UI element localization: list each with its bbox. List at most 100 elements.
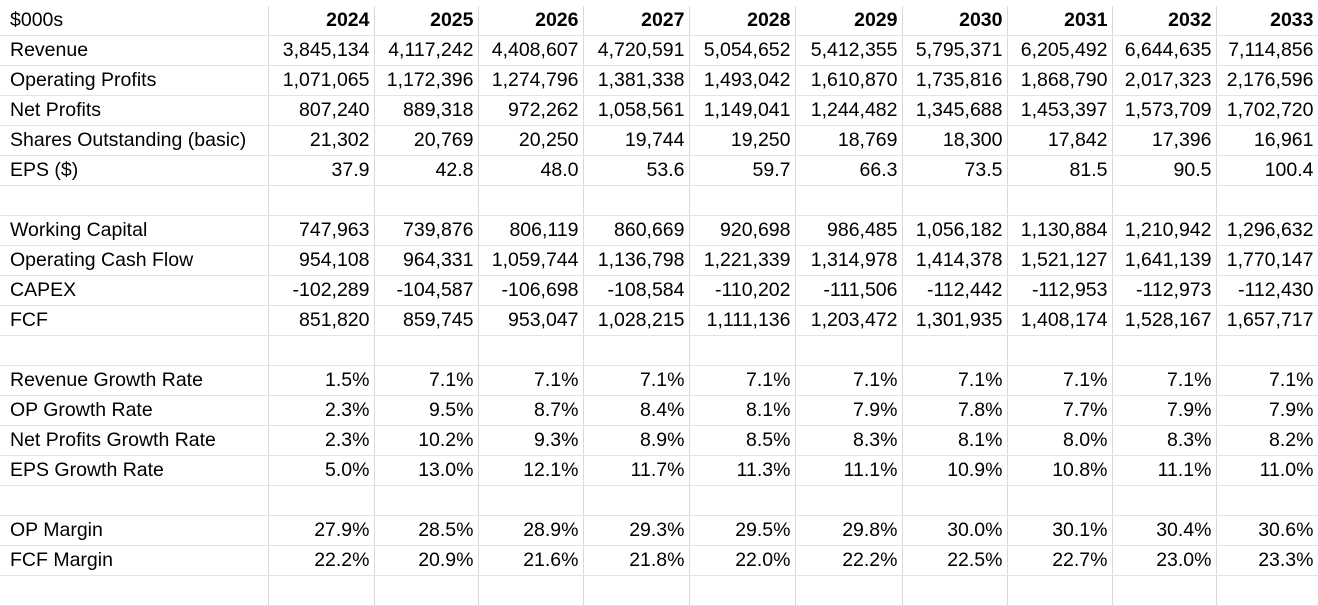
value-cell[interactable]: 48.0: [478, 155, 584, 186]
value-cell[interactable]: 7.1%: [902, 365, 1008, 396]
empty-cell[interactable]: [583, 575, 690, 606]
value-cell[interactable]: 1,702,720: [1216, 95, 1318, 126]
year-header-cell[interactable]: 2026: [478, 6, 584, 36]
empty-cell[interactable]: [478, 575, 584, 606]
value-cell[interactable]: 4,720,591: [583, 35, 690, 66]
empty-cell[interactable]: [0, 575, 269, 606]
value-cell[interactable]: 20,769: [374, 125, 479, 156]
value-cell[interactable]: 6,644,635: [1112, 35, 1217, 66]
row-label-cell[interactable]: Revenue: [0, 35, 269, 66]
row-label-cell[interactable]: EPS Growth Rate: [0, 455, 269, 486]
value-cell[interactable]: 1,301,935: [902, 305, 1008, 336]
value-cell[interactable]: [795, 335, 903, 366]
value-cell[interactable]: 1,071,065: [268, 65, 375, 96]
value-cell[interactable]: 11.0%: [1216, 455, 1318, 486]
value-cell[interactable]: 19,250: [689, 125, 796, 156]
value-cell[interactable]: 28.9%: [478, 515, 584, 546]
value-cell[interactable]: 2,176,596: [1216, 65, 1318, 96]
value-cell[interactable]: [902, 485, 1008, 516]
value-cell[interactable]: [1007, 185, 1113, 216]
empty-cell[interactable]: [795, 575, 903, 606]
row-label-cell[interactable]: EPS ($): [0, 155, 269, 186]
year-header-cell[interactable]: 2032: [1112, 6, 1217, 36]
value-cell[interactable]: 1,149,041: [689, 95, 796, 126]
value-cell[interactable]: 1,770,147: [1216, 245, 1318, 276]
value-cell[interactable]: 8.5%: [689, 425, 796, 456]
value-cell[interactable]: 859,745: [374, 305, 479, 336]
value-cell[interactable]: 1,028,215: [583, 305, 690, 336]
value-cell[interactable]: [478, 485, 584, 516]
value-cell[interactable]: 8.2%: [1216, 425, 1318, 456]
value-cell[interactable]: 1,244,482: [795, 95, 903, 126]
value-cell[interactable]: 30.4%: [1112, 515, 1217, 546]
value-cell[interactable]: 9.5%: [374, 395, 479, 426]
value-cell[interactable]: 17,842: [1007, 125, 1113, 156]
value-cell[interactable]: 100.4: [1216, 155, 1318, 186]
value-cell[interactable]: 81.5: [1007, 155, 1113, 186]
row-label-cell[interactable]: FCF: [0, 305, 269, 336]
value-cell[interactable]: 2,017,323: [1112, 65, 1217, 96]
value-cell[interactable]: 19,744: [583, 125, 690, 156]
value-cell[interactable]: 6,205,492: [1007, 35, 1113, 66]
value-cell[interactable]: 8.4%: [583, 395, 690, 426]
value-cell[interactable]: 806,119: [478, 215, 584, 246]
value-cell[interactable]: 1,210,942: [1112, 215, 1217, 246]
value-cell[interactable]: 37.9: [268, 155, 375, 186]
value-cell[interactable]: 1,414,378: [902, 245, 1008, 276]
value-cell[interactable]: 4,408,607: [478, 35, 584, 66]
value-cell[interactable]: 860,669: [583, 215, 690, 246]
value-cell[interactable]: 21.8%: [583, 545, 690, 576]
value-cell[interactable]: 954,108: [268, 245, 375, 276]
value-cell[interactable]: 30.0%: [902, 515, 1008, 546]
value-cell[interactable]: [1112, 335, 1217, 366]
value-cell[interactable]: 11.1%: [795, 455, 903, 486]
value-cell[interactable]: 1,573,709: [1112, 95, 1217, 126]
value-cell[interactable]: 2.3%: [268, 395, 375, 426]
empty-cell[interactable]: [1007, 575, 1113, 606]
value-cell[interactable]: [583, 335, 690, 366]
value-cell[interactable]: [268, 485, 375, 516]
value-cell[interactable]: 1,493,042: [689, 65, 796, 96]
value-cell[interactable]: [374, 335, 479, 366]
value-cell[interactable]: 16,961: [1216, 125, 1318, 156]
value-cell[interactable]: 10.8%: [1007, 455, 1113, 486]
value-cell[interactable]: 22.0%: [689, 545, 796, 576]
value-cell[interactable]: 66.3: [795, 155, 903, 186]
value-cell[interactable]: 7.1%: [374, 365, 479, 396]
value-cell[interactable]: -102,289: [268, 275, 375, 306]
value-cell[interactable]: 1,296,632: [1216, 215, 1318, 246]
value-cell[interactable]: [1007, 335, 1113, 366]
value-cell[interactable]: 8.7%: [478, 395, 584, 426]
value-cell[interactable]: 18,300: [902, 125, 1008, 156]
value-cell[interactable]: 807,240: [268, 95, 375, 126]
value-cell[interactable]: 7.1%: [1007, 365, 1113, 396]
row-label-cell[interactable]: Operating Cash Flow: [0, 245, 269, 276]
value-cell[interactable]: 5,795,371: [902, 35, 1008, 66]
value-cell[interactable]: 11.7%: [583, 455, 690, 486]
value-cell[interactable]: 30.1%: [1007, 515, 1113, 546]
empty-cell[interactable]: [1216, 575, 1318, 606]
value-cell[interactable]: 1,314,978: [795, 245, 903, 276]
value-cell[interactable]: 851,820: [268, 305, 375, 336]
value-cell[interactable]: 20,250: [478, 125, 584, 156]
year-header-cell[interactable]: 2028: [689, 6, 796, 36]
value-cell[interactable]: 1,111,136: [689, 305, 796, 336]
value-cell[interactable]: 30.6%: [1216, 515, 1318, 546]
value-cell[interactable]: -112,973: [1112, 275, 1217, 306]
row-label-cell[interactable]: Net Profits Growth Rate: [0, 425, 269, 456]
value-cell[interactable]: 5,412,355: [795, 35, 903, 66]
value-cell[interactable]: -112,953: [1007, 275, 1113, 306]
value-cell[interactable]: [374, 185, 479, 216]
row-label-cell[interactable]: Operating Profits: [0, 65, 269, 96]
value-cell[interactable]: [795, 185, 903, 216]
value-cell[interactable]: [1112, 185, 1217, 216]
value-cell[interactable]: 1,136,798: [583, 245, 690, 276]
row-label-cell[interactable]: OP Growth Rate: [0, 395, 269, 426]
value-cell[interactable]: 7.9%: [1112, 395, 1217, 426]
value-cell[interactable]: 1,453,397: [1007, 95, 1113, 126]
value-cell[interactable]: 964,331: [374, 245, 479, 276]
value-cell[interactable]: 22.2%: [795, 545, 903, 576]
value-cell[interactable]: 28.5%: [374, 515, 479, 546]
value-cell[interactable]: 5,054,652: [689, 35, 796, 66]
value-cell[interactable]: 8.1%: [902, 425, 1008, 456]
